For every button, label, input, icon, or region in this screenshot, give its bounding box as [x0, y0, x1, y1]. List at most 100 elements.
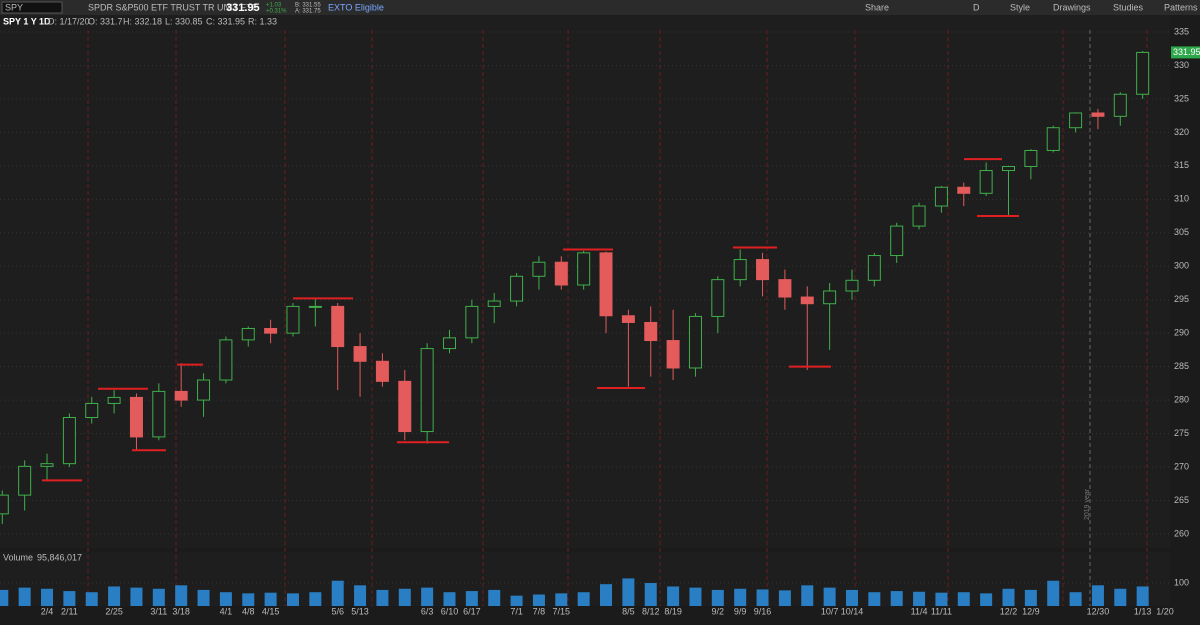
volume-bar — [108, 586, 121, 606]
info: D: 1/17/20 — [48, 16, 90, 26]
y-tick-label: 290 — [1174, 328, 1189, 338]
info: R: 1.33 — [248, 16, 277, 26]
candle-body — [465, 305, 479, 339]
info: L: 330.85 — [165, 16, 203, 26]
info: H: 332.18 — [123, 16, 162, 26]
change: +1.03 — [266, 3, 282, 9]
x-tick-label: 1/20 — [1156, 606, 1174, 616]
candle-body — [979, 170, 993, 194]
candle-body — [197, 379, 211, 401]
button[interactable]: D — [973, 2, 980, 12]
volume-title: Volume — [3, 552, 33, 562]
candle-body — [241, 327, 255, 341]
button[interactable]: Patterns — [1164, 2, 1198, 12]
x-tick-label: 7/1 — [510, 606, 523, 616]
volume-bar — [532, 594, 545, 606]
x-tick-label: 6/10 — [441, 606, 459, 616]
price-tag — [1171, 46, 1200, 59]
candle-body — [1069, 112, 1083, 129]
bid: B: 331.55 — [295, 3, 321, 9]
volume-bar — [1024, 589, 1037, 606]
y-tick-label: 335 — [1174, 26, 1189, 36]
button[interactable]: Studies — [1113, 2, 1144, 12]
candle-body — [1113, 93, 1127, 117]
candle-body — [510, 275, 524, 302]
symbol-box[interactable] — [1, 1, 63, 14]
description: SPDR S&P500 ETF TRUST TR UNIT ETF — [88, 2, 258, 12]
candle-body — [0, 494, 9, 515]
info: O: 331.7 — [88, 16, 123, 26]
x-tick-label: 6/17 — [463, 606, 481, 616]
candle-body — [85, 402, 99, 418]
x-tick-label: 3/11 — [150, 606, 167, 616]
x-tick-label: 4/8 — [242, 606, 255, 616]
y-tick-label: 330 — [1174, 60, 1189, 70]
candle-body — [40, 463, 54, 467]
volume-bar — [286, 593, 299, 606]
x-tick-label: 8/12 — [642, 606, 660, 616]
volume-bar — [130, 587, 143, 606]
volume-bar — [152, 588, 165, 606]
candle-body — [867, 255, 881, 281]
volume-bar — [913, 591, 926, 606]
candle-body — [934, 186, 948, 207]
candle-body — [129, 396, 143, 438]
volume-bar — [667, 586, 680, 606]
volume-bar — [577, 592, 590, 606]
volume-bar — [823, 587, 836, 606]
candle-body — [18, 465, 32, 496]
button[interactable]: Style — [1010, 2, 1030, 12]
x-tick-label: 8/5 — [622, 606, 635, 616]
x-tick-label: 9/16 — [754, 606, 772, 616]
volume-bar — [376, 589, 389, 606]
x-tick-label: 6/3 — [421, 606, 434, 616]
candle-body — [554, 261, 568, 286]
last-price: 331.95 — [226, 2, 260, 14]
volume-bar — [1002, 588, 1015, 606]
x-tick-label: 12/2 — [1000, 606, 1018, 616]
volume-value: 95,846,017 — [37, 552, 82, 562]
y-tick-label: 100 — [1174, 577, 1189, 587]
candle-body — [1024, 149, 1038, 168]
volume-bar — [622, 578, 635, 606]
volume-bar — [219, 592, 232, 606]
volume-bar — [197, 589, 210, 606]
candle-body — [398, 380, 412, 433]
candle-body — [308, 305, 322, 308]
candle-body — [353, 346, 367, 362]
volume-bar — [644, 583, 657, 606]
volume-bar — [868, 592, 881, 606]
volume-bar — [443, 592, 456, 606]
x-tick-label: 2/25 — [105, 606, 123, 616]
candle-body — [733, 259, 747, 281]
volume-bar — [935, 592, 948, 606]
y-tick-label: 270 — [1174, 461, 1189, 471]
y-tick-label: 305 — [1174, 227, 1189, 237]
y-tick-label: 275 — [1174, 428, 1189, 438]
button[interactable]: Share — [865, 2, 889, 12]
volume-bar — [421, 587, 434, 606]
candle-body — [577, 252, 591, 286]
volume-bar — [778, 590, 791, 606]
volume-bar — [890, 591, 903, 606]
candle-body — [420, 348, 434, 433]
volume-bar — [465, 591, 478, 606]
button[interactable]: Drawings — [1053, 2, 1091, 12]
volume-bar — [689, 587, 702, 606]
candle-body — [219, 339, 233, 381]
x-tick-label: 12/9 — [1022, 606, 1040, 616]
volume-bar — [1047, 580, 1060, 606]
x-tick-label: 7/8 — [533, 606, 546, 616]
x-tick-label: 5/6 — [331, 606, 344, 616]
candle-body — [890, 225, 904, 257]
candle-body — [644, 321, 658, 342]
y-tick-label: 295 — [1174, 294, 1189, 304]
volume-bar — [354, 585, 367, 606]
y-tick-label: 320 — [1174, 127, 1189, 137]
badge[interactable]: EXTO Eligible — [328, 2, 384, 12]
symbol[interactable]: SPY — [5, 2, 23, 12]
volume-bar — [488, 589, 501, 606]
volume-bar — [756, 589, 769, 606]
change-pct: +0.31% — [266, 9, 287, 15]
